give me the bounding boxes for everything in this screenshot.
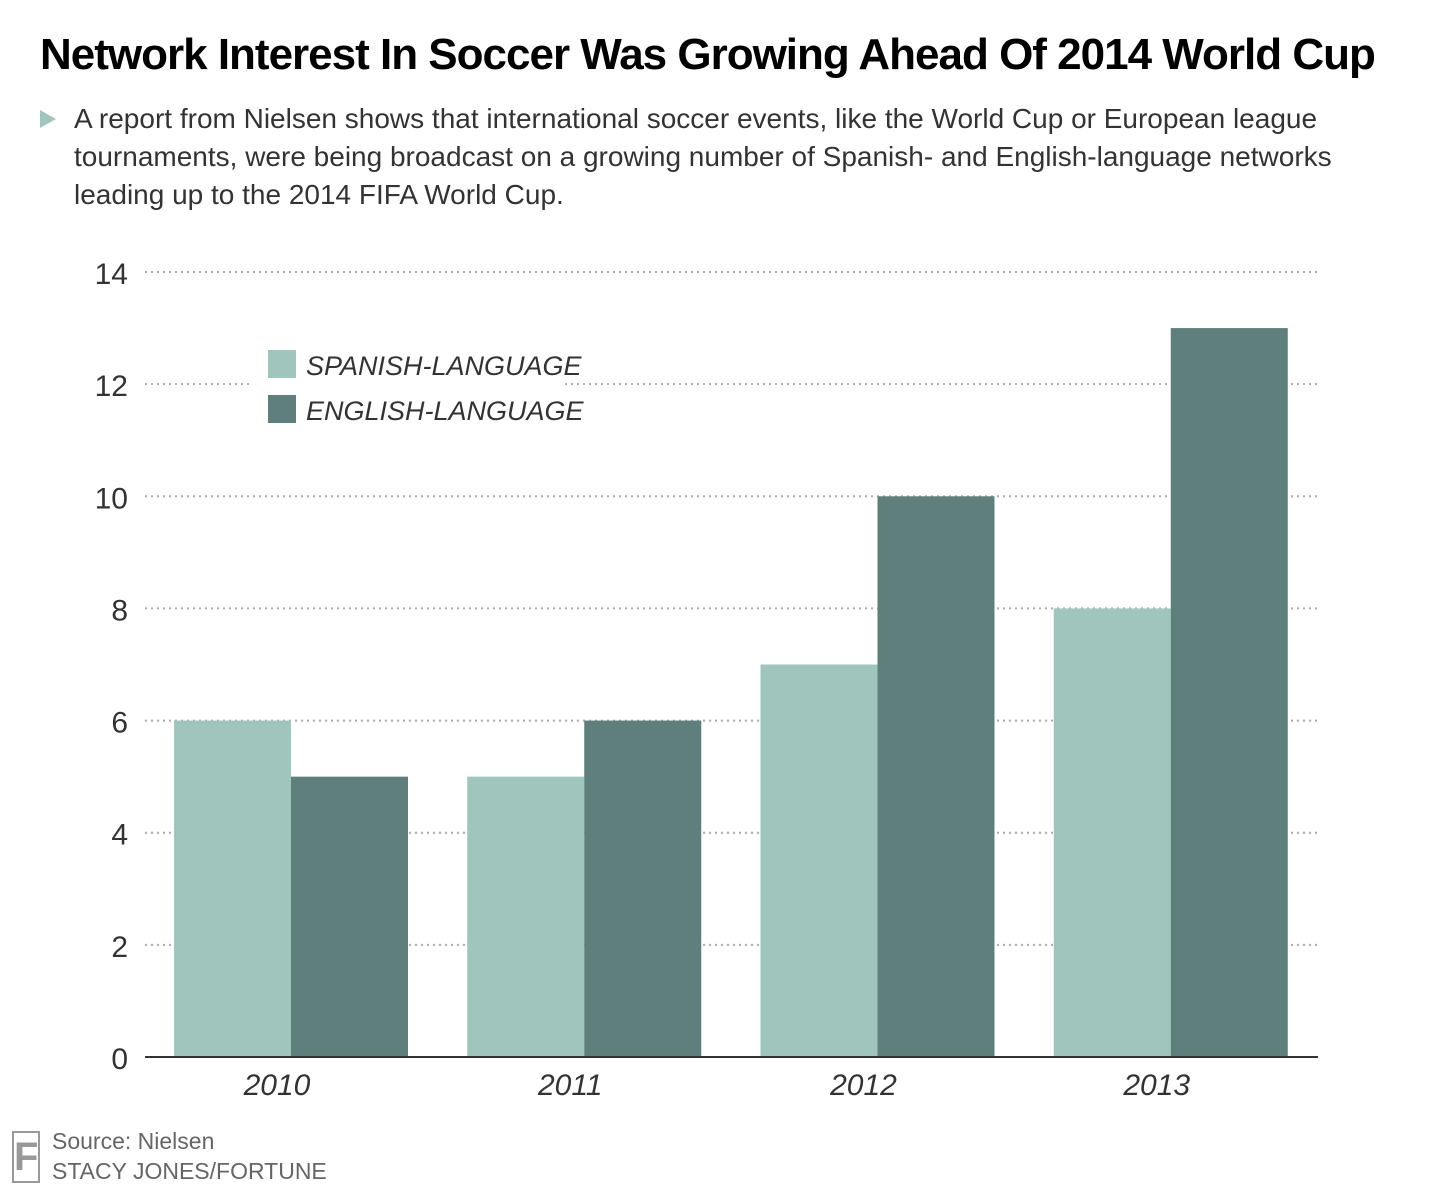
bar-2012-english-language [877,496,995,1057]
bar-chart: 0 2 4 6 8 10 12 14 2010 2011 2012 2013 SPANISH-LANG… [95,258,1318,1102]
bar-2013-spanish-language [1053,608,1171,1057]
x-tick-label-2013: 2013 [1122,1069,1190,1102]
axes: 0 2 4 6 8 10 12 14 2010 2011 2012 2013 [95,258,1318,1102]
y-tick-label-4: 4 [111,819,128,852]
legend-background [250,340,565,440]
source-note: Source: Nielsen [52,1128,215,1154]
legend-swatch-spanish-language [268,350,296,378]
x-tick-label-2010: 2010 [243,1069,311,1102]
y-tick-label-14: 14 [95,258,128,291]
y-tick-label-0: 0 [111,1043,128,1076]
x-tick-label-2011: 2011 [537,1069,603,1102]
legend-label-spanish-language: SPANISH-LANGUAGE [306,351,583,381]
bars [174,328,1288,1058]
credit-note: STACY JONES/FORTUNE [52,1158,327,1184]
bar-2011-spanish-language [467,776,585,1057]
bar-2011-english-language [584,720,702,1057]
triangle-bullet-icon [40,110,56,128]
bar-2010-english-language [291,776,408,1057]
y-tick-label-10: 10 [95,482,128,515]
bar-2012-spanish-language [760,664,878,1057]
y-tick-label-6: 6 [111,707,128,740]
y-tick-label-2: 2 [111,931,128,964]
legend: SPANISH-LANGUAGE ENGLISH-LANGUAGE [250,340,585,440]
chart-title: Network Interest In Soccer Was Growing A… [40,30,1376,79]
y-tick-label-12: 12 [95,370,128,403]
y-tick-label-8: 8 [111,594,128,627]
bar-2010-spanish-language [174,720,291,1057]
legend-label-english-language: ENGLISH-LANGUAGE [306,396,585,426]
fortune-logo-icon: F [12,1131,40,1183]
legend-swatch-english-language [268,395,296,423]
chart-subtitle: A report from Nielsen shows that interna… [74,103,1332,210]
x-tick-label-2012: 2012 [829,1069,897,1102]
bar-2013-english-language [1170,328,1288,1058]
